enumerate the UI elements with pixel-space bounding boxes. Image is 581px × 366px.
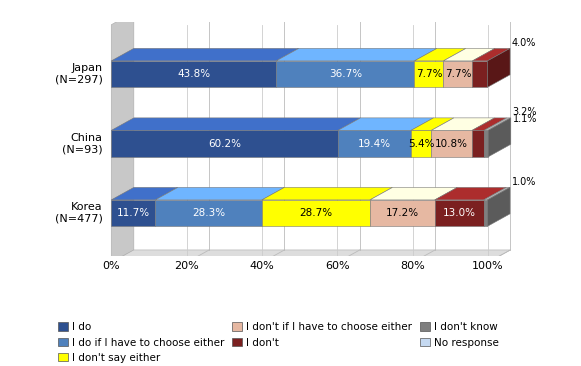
- Polygon shape: [472, 118, 507, 130]
- Polygon shape: [111, 200, 155, 226]
- Polygon shape: [411, 130, 431, 157]
- Polygon shape: [414, 61, 443, 87]
- Polygon shape: [276, 48, 437, 61]
- Polygon shape: [111, 250, 511, 262]
- Text: 11.7%: 11.7%: [117, 208, 150, 218]
- Polygon shape: [472, 48, 510, 61]
- Polygon shape: [370, 187, 457, 200]
- Polygon shape: [111, 12, 134, 262]
- Polygon shape: [111, 118, 361, 130]
- Polygon shape: [431, 130, 472, 157]
- Text: 3.2%: 3.2%: [512, 107, 537, 117]
- Polygon shape: [111, 61, 276, 87]
- Text: 5.4%: 5.4%: [408, 139, 435, 149]
- Text: 1.0%: 1.0%: [512, 177, 536, 187]
- Polygon shape: [484, 187, 510, 200]
- Text: 17.2%: 17.2%: [386, 208, 419, 218]
- Polygon shape: [276, 61, 414, 87]
- Text: 28.3%: 28.3%: [192, 208, 225, 218]
- Polygon shape: [484, 118, 511, 130]
- Polygon shape: [472, 61, 487, 87]
- Polygon shape: [487, 48, 510, 87]
- Text: 13.0%: 13.0%: [443, 208, 476, 218]
- Text: 7.7%: 7.7%: [415, 69, 442, 79]
- Polygon shape: [338, 130, 411, 157]
- Text: 10.8%: 10.8%: [435, 139, 468, 149]
- Polygon shape: [435, 200, 484, 226]
- Polygon shape: [262, 187, 393, 200]
- Text: 19.4%: 19.4%: [358, 139, 391, 149]
- Polygon shape: [472, 130, 484, 157]
- Text: 36.7%: 36.7%: [329, 69, 362, 79]
- Polygon shape: [484, 200, 487, 226]
- Polygon shape: [443, 48, 495, 61]
- Polygon shape: [411, 118, 454, 130]
- Polygon shape: [262, 200, 370, 226]
- Polygon shape: [488, 118, 511, 157]
- Polygon shape: [155, 187, 285, 200]
- Polygon shape: [431, 118, 494, 130]
- Polygon shape: [443, 61, 472, 87]
- Polygon shape: [484, 130, 488, 157]
- Polygon shape: [414, 48, 466, 61]
- Polygon shape: [111, 48, 299, 61]
- Polygon shape: [111, 130, 338, 157]
- Text: 28.7%: 28.7%: [299, 208, 332, 218]
- Text: 4.0%: 4.0%: [512, 38, 536, 48]
- Legend: I do, I do if I have to choose either, I don't say either, I don't if I have to : I do, I do if I have to choose either, I…: [58, 322, 499, 363]
- Polygon shape: [155, 200, 262, 226]
- Polygon shape: [111, 187, 178, 200]
- Polygon shape: [338, 118, 433, 130]
- Polygon shape: [435, 187, 506, 200]
- Polygon shape: [370, 200, 435, 226]
- Text: 43.8%: 43.8%: [177, 69, 210, 79]
- Polygon shape: [487, 187, 510, 226]
- Text: 1.1%: 1.1%: [512, 114, 537, 124]
- Text: 60.2%: 60.2%: [208, 139, 241, 149]
- Text: 7.7%: 7.7%: [444, 69, 471, 79]
